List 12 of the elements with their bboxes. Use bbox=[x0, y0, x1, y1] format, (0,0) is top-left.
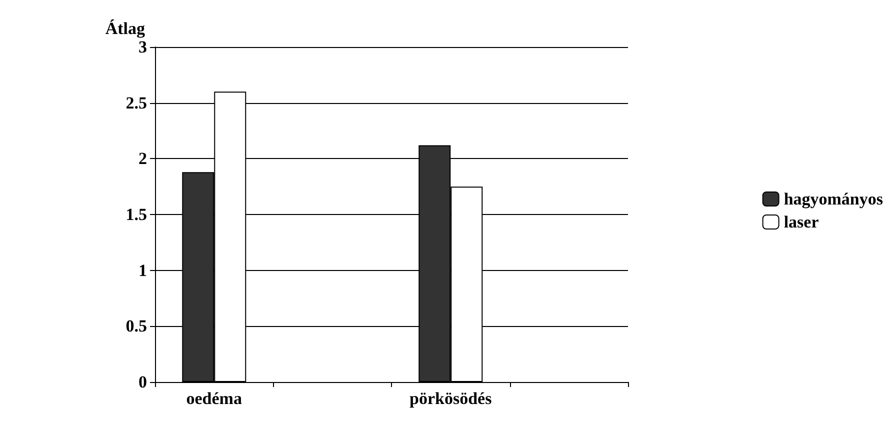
y-tick-label: 0 bbox=[138, 372, 147, 392]
legend-label: hagyományos bbox=[784, 190, 884, 208]
x-tick-label: oedéma bbox=[186, 389, 242, 408]
y-tick-label: 1 bbox=[138, 260, 147, 280]
y-tick-label: 3 bbox=[138, 38, 147, 56]
y-axis-title: Átlag bbox=[105, 19, 146, 38]
y-tick-label: 0.5 bbox=[126, 316, 147, 336]
y-tick-label: 2.5 bbox=[126, 93, 147, 112]
y-tick-label: 1.5 bbox=[126, 205, 147, 224]
x-tick-label: pörkösödés bbox=[410, 389, 492, 408]
legend-label: laser bbox=[784, 212, 820, 232]
y-tick-label: 2 bbox=[138, 149, 147, 168]
